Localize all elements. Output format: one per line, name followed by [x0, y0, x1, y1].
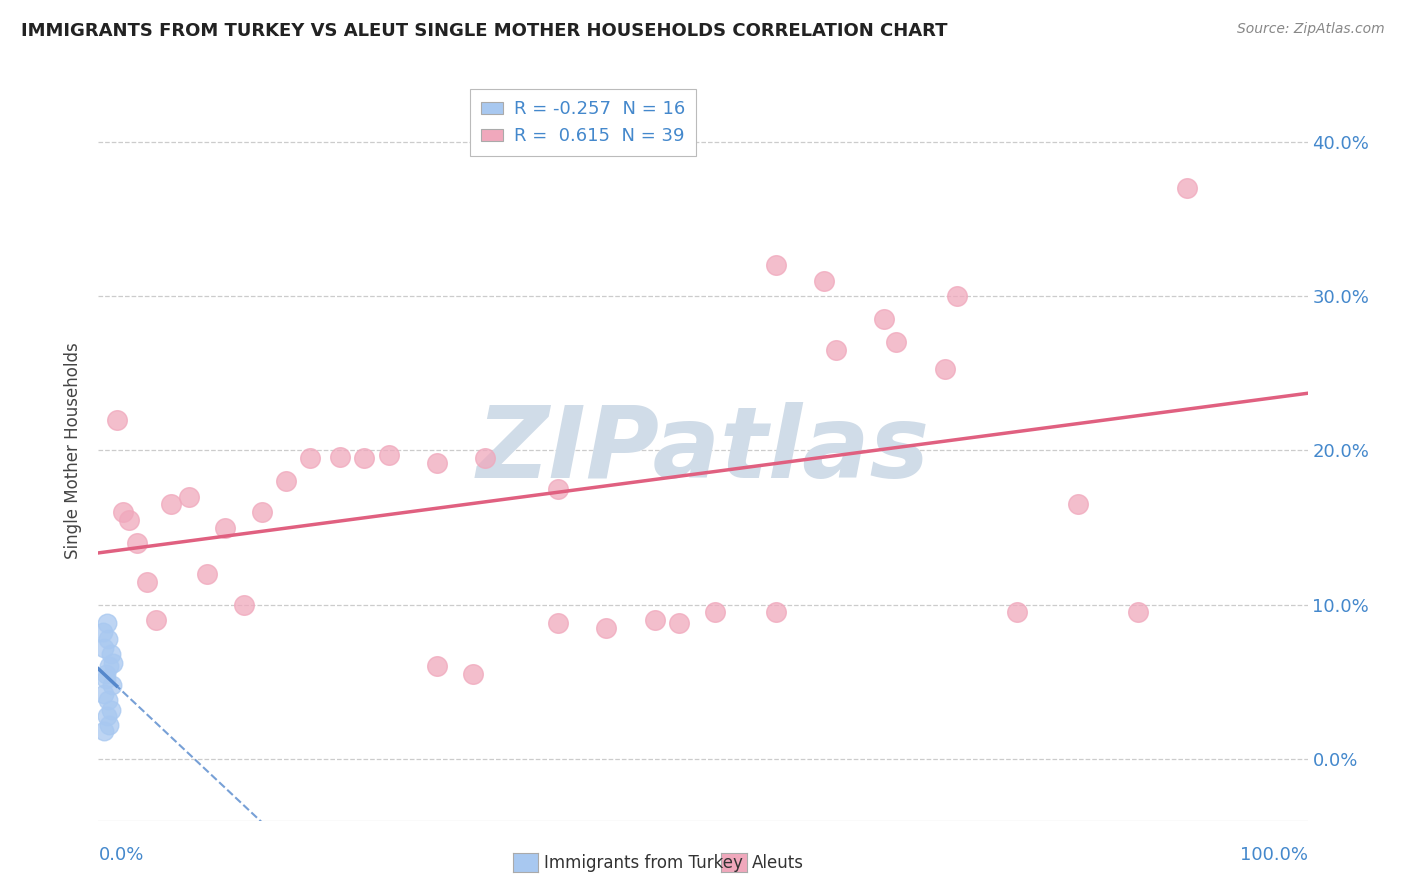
Text: ZIPatlas: ZIPatlas: [477, 402, 929, 499]
Point: [595, 621, 617, 635]
Point: [644, 613, 666, 627]
Point: [111, 505, 134, 519]
Text: Immigrants from Turkey: Immigrants from Turkey: [544, 854, 742, 871]
Point: [232, 598, 254, 612]
Point: [97, 632, 120, 646]
Point: [96, 616, 118, 631]
Point: [105, 412, 128, 426]
Point: [299, 451, 322, 466]
Point: [94, 667, 117, 681]
Point: [873, 312, 896, 326]
Point: [98, 718, 121, 732]
Point: [1128, 606, 1150, 620]
Point: [353, 451, 375, 466]
Point: [100, 678, 122, 692]
Point: [135, 574, 157, 589]
Point: [127, 536, 149, 550]
Point: [547, 616, 569, 631]
Point: [377, 448, 399, 462]
Point: [1067, 498, 1090, 512]
Point: [101, 657, 124, 671]
Point: [426, 659, 449, 673]
Point: [145, 613, 167, 627]
Point: [1175, 181, 1198, 195]
Text: IMMIGRANTS FROM TURKEY VS ALEUT SINGLE MOTHER HOUSEHOLDS CORRELATION CHART: IMMIGRANTS FROM TURKEY VS ALEUT SINGLE M…: [21, 22, 948, 40]
Point: [96, 708, 118, 723]
Point: [93, 640, 115, 655]
Point: [474, 451, 496, 466]
Point: [668, 616, 690, 631]
Point: [93, 724, 115, 739]
Point: [97, 693, 120, 707]
Point: [934, 361, 956, 376]
Point: [160, 498, 183, 512]
Point: [94, 672, 117, 686]
Point: [214, 520, 236, 534]
Y-axis label: Single Mother Households: Single Mother Households: [65, 343, 83, 558]
Text: Source: ZipAtlas.com: Source: ZipAtlas.com: [1237, 22, 1385, 37]
Point: [329, 450, 352, 464]
Point: [195, 566, 218, 581]
Point: [886, 335, 908, 350]
Point: [100, 647, 122, 661]
Point: [946, 289, 969, 303]
Point: [100, 703, 122, 717]
Point: [1007, 606, 1029, 620]
Point: [463, 667, 485, 681]
Point: [704, 606, 727, 620]
Point: [91, 625, 114, 640]
Text: Aleuts: Aleuts: [752, 854, 804, 871]
Point: [98, 659, 121, 673]
Point: [179, 490, 201, 504]
Point: [825, 343, 848, 358]
Point: [250, 505, 273, 519]
Point: [274, 475, 297, 489]
Point: [547, 482, 569, 496]
Point: [813, 274, 835, 288]
Legend: R = -0.257  N = 16, R =  0.615  N = 39: R = -0.257 N = 16, R = 0.615 N = 39: [470, 89, 696, 156]
Text: 100.0%: 100.0%: [1240, 846, 1308, 863]
Point: [426, 456, 449, 470]
Point: [765, 259, 787, 273]
Text: 0.0%: 0.0%: [98, 846, 143, 863]
Point: [93, 687, 115, 701]
Point: [118, 513, 141, 527]
Point: [765, 606, 787, 620]
